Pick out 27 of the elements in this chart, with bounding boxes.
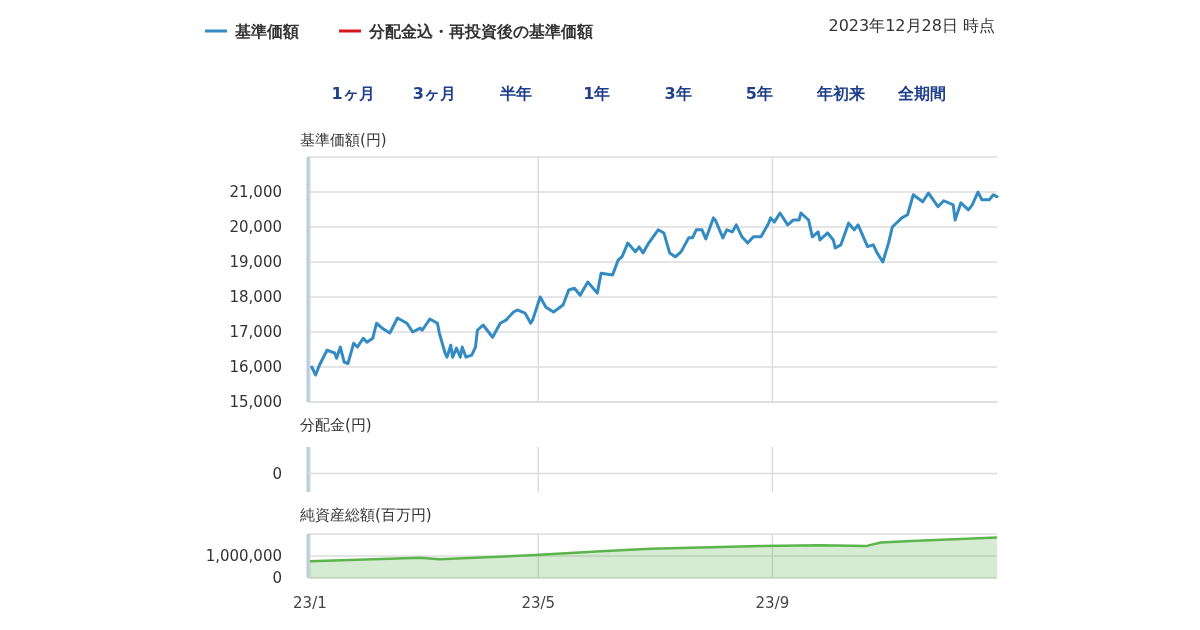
- text: 3年: [664, 83, 692, 103]
- text: 1ヶ月: [331, 83, 375, 103]
- y-axis-title: 純資産総額(百万円): [300, 506, 432, 524]
- text: 分配金(円): [300, 416, 372, 434]
- y-tick-label: 21,000: [229, 183, 282, 201]
- y-axis-title: 基準価額(円): [300, 131, 387, 149]
- text: 半年: [498, 83, 532, 103]
- y-tick-label: 18,000: [229, 288, 282, 306]
- text: 5年: [745, 83, 773, 103]
- legend-label: 分配金込・再投資後の基準価額: [368, 21, 593, 41]
- y-tick-label: 16,000: [229, 358, 282, 376]
- text: 2023年12月28日 時点: [828, 15, 995, 35]
- text: 全期間: [897, 83, 946, 103]
- y-tick-label: 1,000,000: [205, 547, 282, 565]
- y-tick-label: 15,000: [229, 393, 282, 411]
- x-tick-label: 23/9: [755, 594, 790, 612]
- text: 3ヶ月: [412, 83, 456, 103]
- y-tick-label: 17,000: [229, 323, 282, 341]
- y-tick-label: 20,000: [229, 218, 282, 236]
- x-tick-label: 23/1: [293, 594, 327, 612]
- line-series: [310, 190, 999, 377]
- legend-label: 基準価額: [234, 21, 299, 41]
- x-tick-label: 23/5: [521, 594, 556, 612]
- text: 1年: [583, 83, 611, 103]
- text: 年初来: [815, 83, 865, 103]
- y-tick-label: 0: [272, 569, 282, 587]
- y-tick-label: 19,000: [229, 253, 282, 271]
